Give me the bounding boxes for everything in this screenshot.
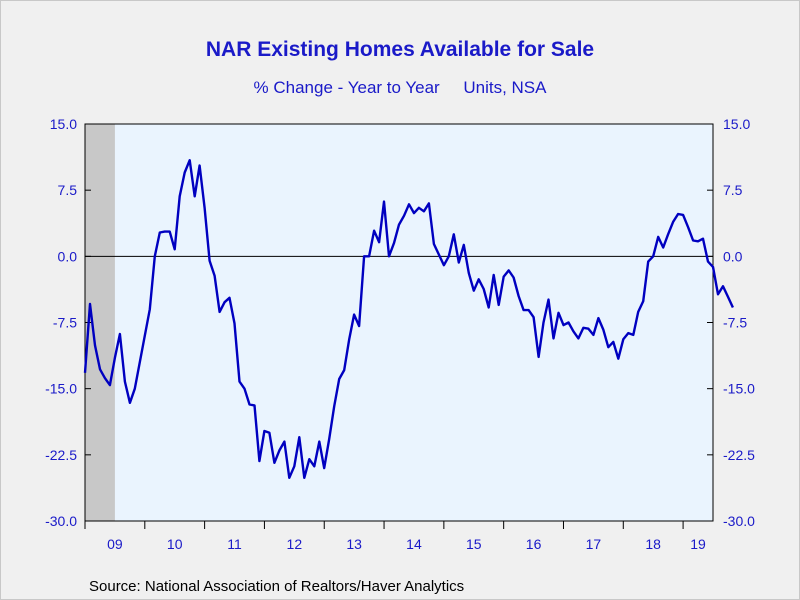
y-tick-label-left: -22.5 <box>45 447 77 463</box>
y-tick-label-left: 15.0 <box>50 116 77 132</box>
x-tick-label: 18 <box>645 536 661 552</box>
y-tick-label-left: -30.0 <box>45 513 77 529</box>
y-tick-label-left: 0.0 <box>58 248 78 264</box>
x-tick-label: 15 <box>466 536 482 552</box>
y-tick-label-left: -15.0 <box>45 381 77 397</box>
chart-title: NAR Existing Homes Available for Sale <box>205 38 595 61</box>
y-tick-label-right: 0.0 <box>723 248 743 264</box>
y-tick-label-right: 15.0 <box>723 116 750 132</box>
x-tick-label: 16 <box>526 536 542 552</box>
x-tick-label: 17 <box>586 536 602 552</box>
x-tick-label: 14 <box>406 536 422 552</box>
x-tick-label: 11 <box>227 536 242 552</box>
x-tick-label: 13 <box>346 536 362 552</box>
y-tick-label-right: -30.0 <box>723 513 755 529</box>
chart-subtitle: % Change - Year to Year Units, NSA <box>253 78 547 97</box>
y-tick-label-right: -22.5 <box>723 447 755 463</box>
source-note: Source: National Association of Realtors… <box>89 578 465 595</box>
x-tick-label: 19 <box>690 536 706 552</box>
x-tick-label: 09 <box>107 536 123 552</box>
x-tick-label: 10 <box>167 536 183 552</box>
y-tick-label-left: 7.5 <box>58 182 78 198</box>
y-tick-label-right: 7.5 <box>723 182 743 198</box>
y-tick-label-left: -7.5 <box>53 315 77 331</box>
plot-area <box>85 124 713 521</box>
y-tick-label-right: -7.5 <box>723 315 747 331</box>
y-tick-label-right: -15.0 <box>723 381 755 397</box>
series-line <box>83 158 734 479</box>
x-tick-label: 12 <box>287 536 303 552</box>
